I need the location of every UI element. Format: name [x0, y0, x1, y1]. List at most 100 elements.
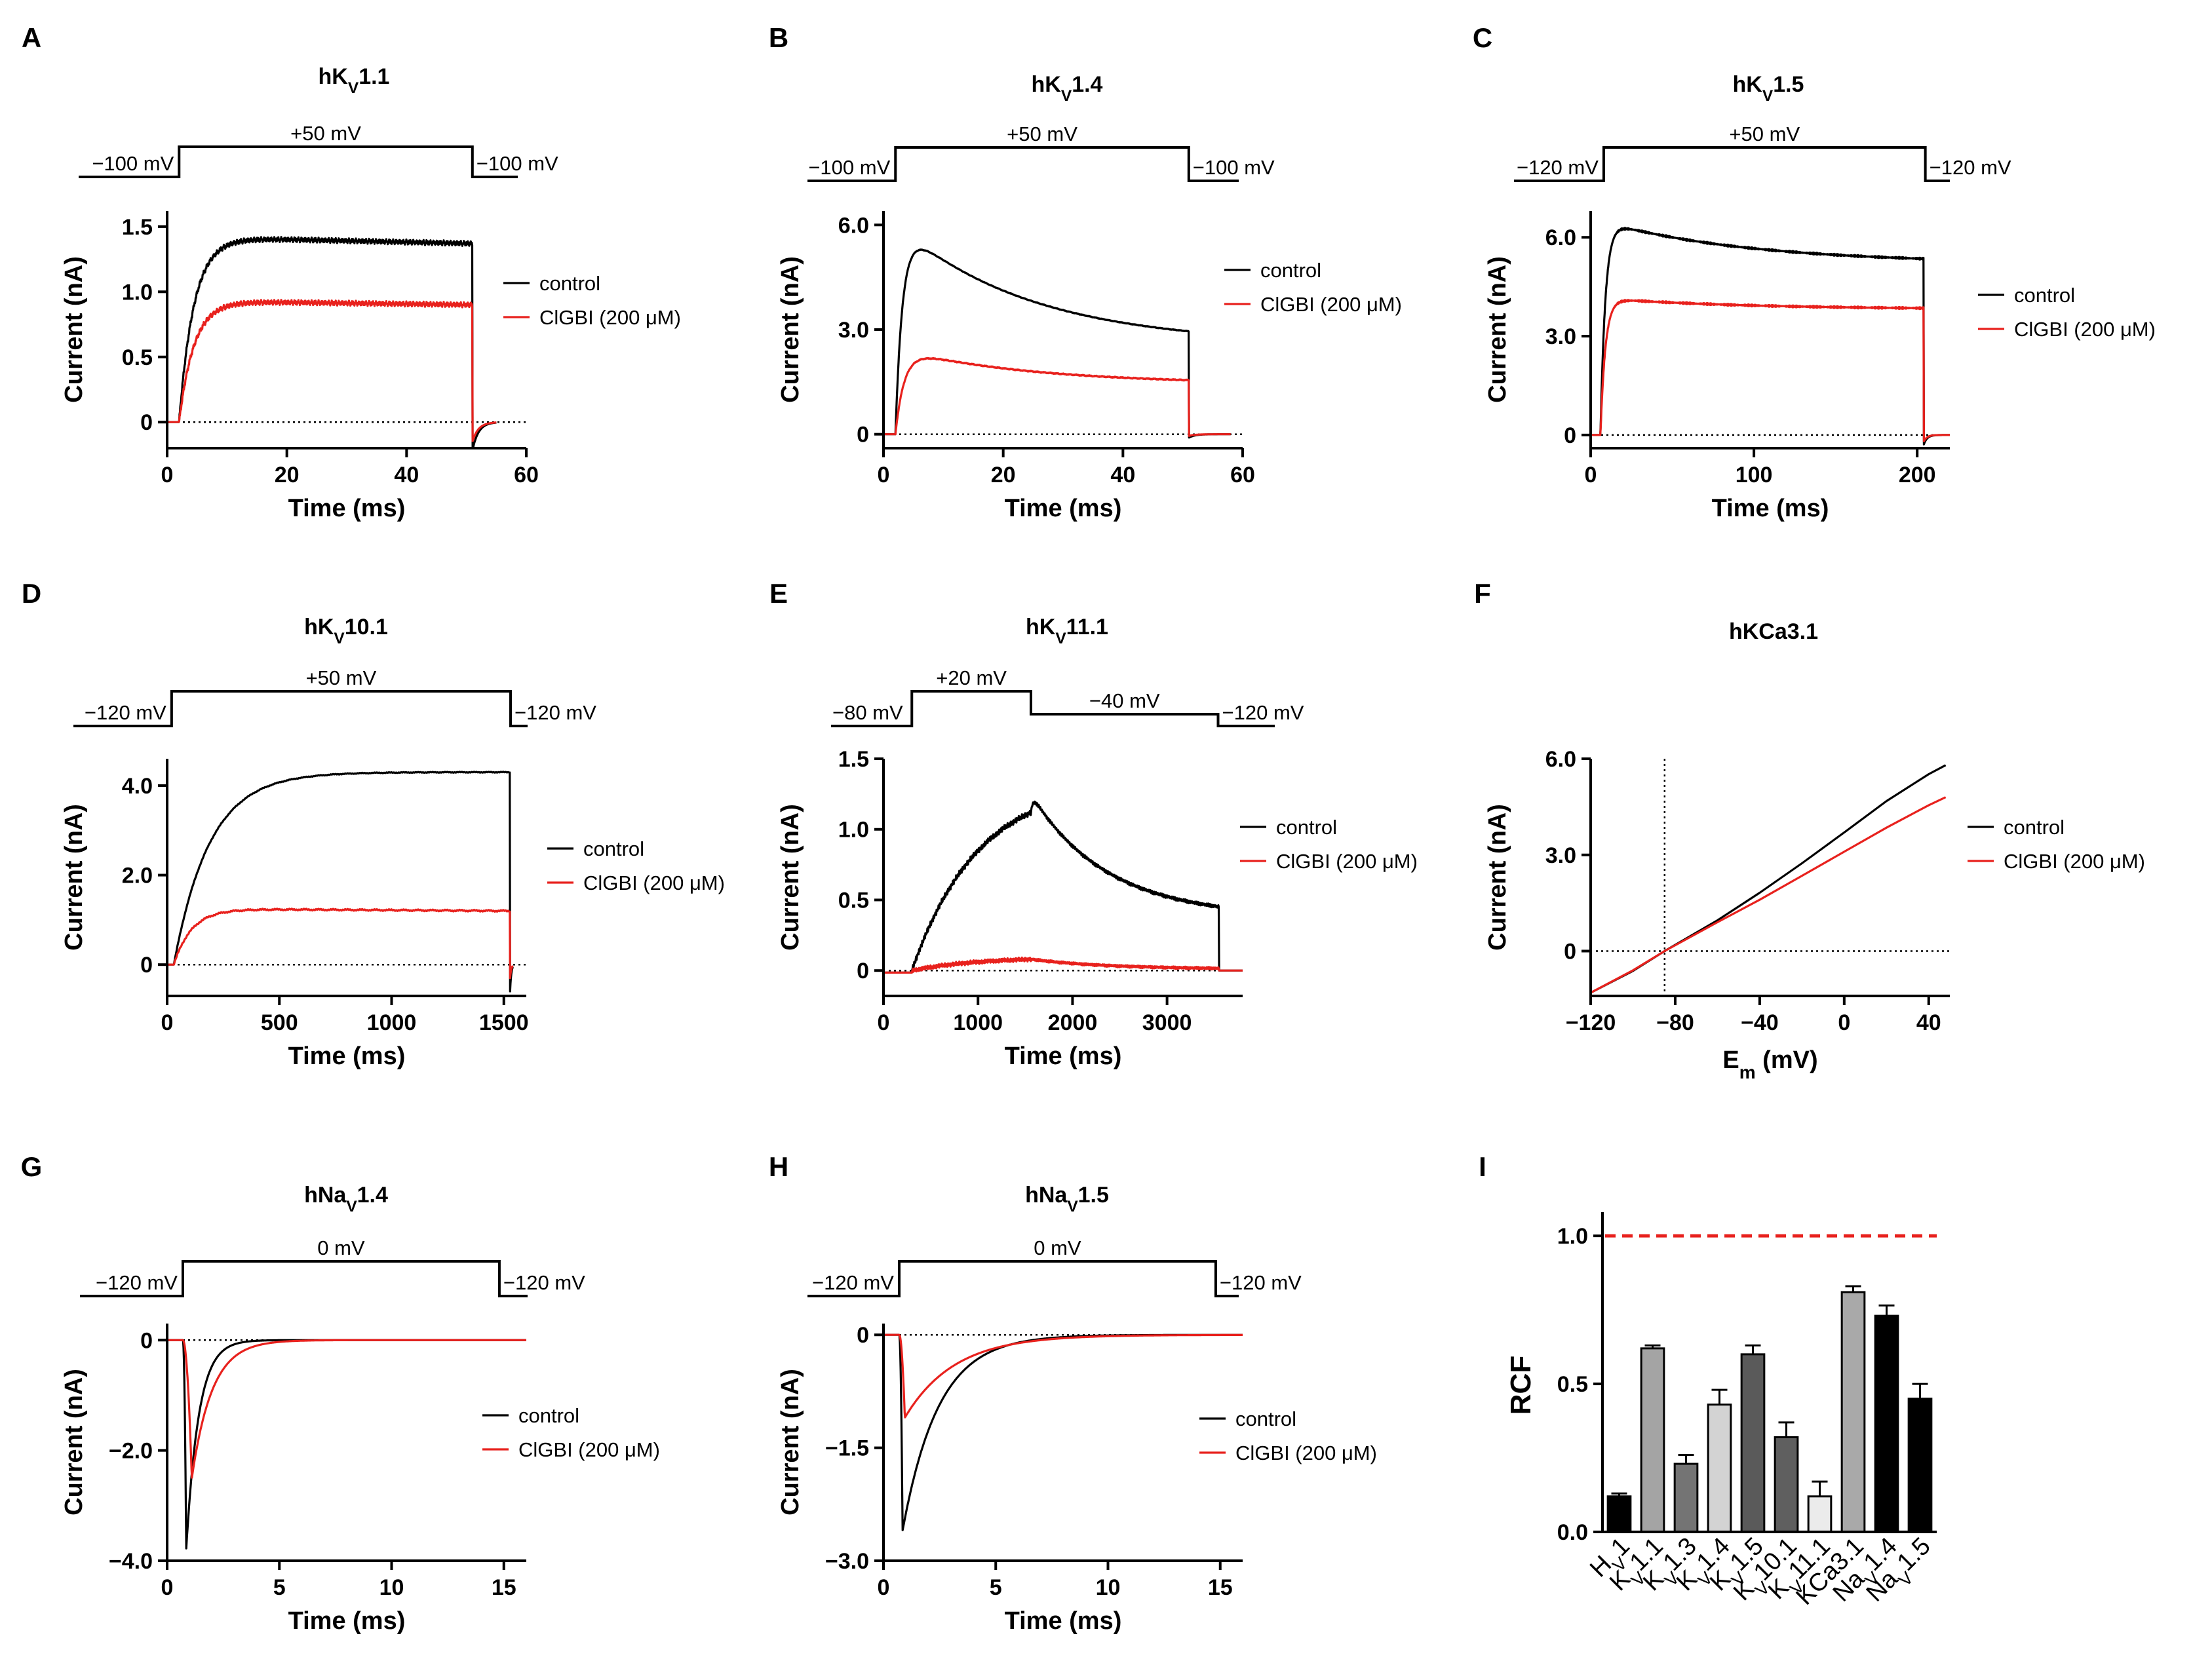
step-voltage-label: 0 mV: [317, 1236, 365, 1259]
tail-voltage-label: −120 mV: [514, 701, 596, 724]
x-axis-label: Time (ms): [288, 495, 406, 522]
panel-I: IHV1KV1.1KV1.3KV1.4KV1.5KV10.1KV11.1KCa3…: [1479, 1151, 1937, 1611]
step-voltage-label: +50 mV: [306, 666, 377, 689]
y-tick-label: 1.0: [838, 818, 869, 843]
x-tick-label: 0: [1585, 463, 1597, 487]
legend: control ClGBI (200 μM): [1968, 816, 2145, 873]
y-tick-label: −3.0: [825, 1549, 869, 1574]
x-tick-label: 5: [273, 1575, 286, 1600]
y-tick-label: 6.0: [838, 213, 869, 238]
bar: [1707, 1403, 1732, 1533]
y-tick-label: 3.0: [838, 318, 869, 343]
panel-letter: I: [1479, 1151, 1486, 1182]
legend: control ClGBI (200 μM): [1224, 259, 1402, 316]
legend-label: control: [2014, 284, 2075, 307]
y-axis-label: Current (nA): [777, 804, 804, 951]
voltage-protocol: −100 mV +50 mV −100 mV: [79, 122, 558, 178]
legend-label: control: [583, 837, 644, 860]
legend-label: ClGBI (200 μM): [1235, 1441, 1377, 1464]
x-tick-label: 15: [1208, 1575, 1233, 1600]
series-control-line: [166, 236, 497, 449]
legend: control ClGBI (200 μM): [1199, 1407, 1377, 1464]
legend-label: control: [1276, 816, 1337, 839]
y-tick-label: 0: [1564, 940, 1576, 964]
hold-voltage-label: −80 mV: [832, 701, 903, 724]
hold-voltage-label: −100 mV: [92, 152, 174, 175]
hold-voltage-label: −120 mV: [1517, 156, 1599, 179]
legend: control ClGBI (200 μM): [1240, 816, 1418, 873]
voltage-protocol: −120 mV 0 mV −120 mV: [80, 1236, 585, 1297]
step-voltage-label: +50 mV: [290, 122, 361, 145]
legend-label: ClGBI (200 μM): [1260, 293, 1402, 316]
series-clgbi-line: [166, 299, 497, 442]
x-tick-label: 10: [1096, 1575, 1121, 1600]
y-tick-label: 1.5: [838, 747, 869, 772]
panel-title: hKV10.1: [304, 615, 388, 647]
tail-voltage-label: −120 mV: [503, 1271, 585, 1294]
y-axis-label: Current (nA): [1484, 804, 1511, 951]
legend: control ClGBI (200 μM): [547, 837, 725, 894]
series-clgbi-line: [883, 956, 1243, 974]
panel-letter: G: [21, 1151, 43, 1182]
legend-label: control: [2004, 816, 2065, 839]
legend-label: ClGBI (200 μM): [583, 871, 725, 894]
x-tick-label: 1000: [367, 1010, 417, 1035]
tail-voltage-label: −120 mV: [1930, 156, 2011, 179]
tail-voltage-label: −120 mV: [1222, 701, 1304, 724]
x-tick-label: 500: [261, 1010, 298, 1035]
y-tick-label: 0.5: [122, 345, 153, 370]
series-clgbi-line: [1590, 299, 1950, 442]
panel-title: hKV1.5: [1733, 72, 1804, 105]
y-tick-label: −1.5: [825, 1436, 869, 1461]
hold-voltage-label: −120 mV: [96, 1271, 178, 1294]
x-tick-label: 15: [492, 1575, 516, 1600]
y-tick-label: −2.0: [109, 1439, 153, 1464]
bar: [1606, 1495, 1632, 1533]
x-axis-label: Time (ms): [288, 1607, 406, 1635]
y-tick-label: 4.0: [122, 774, 153, 799]
x-tick-label: −40: [1741, 1010, 1779, 1035]
y-axis-label: Current (nA): [777, 256, 804, 403]
legend-label: control: [1235, 1407, 1296, 1430]
bar: [1907, 1398, 1933, 1533]
series-clgbi-line: [166, 907, 514, 980]
series-control-line: [1590, 227, 1950, 446]
protocol-trace: [807, 146, 1239, 182]
voltage-protocol: −120 mV 0 mV −120 mV: [807, 1236, 1302, 1297]
voltage-protocol: −120 mV +50 mV −120 mV: [1514, 123, 2011, 182]
y-tick-label: 1.5: [122, 215, 153, 240]
x-tick-label: 0: [1838, 1010, 1850, 1035]
step-voltage-label: 0 mV: [1034, 1236, 1081, 1259]
y-tick-label: 1.0: [122, 280, 153, 305]
y-tick-label: 0.0: [1557, 1520, 1588, 1545]
panel-title: hKCa3.1: [1729, 619, 1818, 644]
y-tick-label: 3.0: [1545, 324, 1576, 349]
x-tick-label: 0: [161, 463, 174, 487]
legend: control ClGBI (200 μM): [1978, 284, 2156, 341]
series-control-line: [883, 248, 1232, 439]
x-tick-label: −80: [1656, 1010, 1694, 1035]
y-axis-label: Current (nA): [1484, 256, 1511, 403]
voltage-protocol: −100 mV +50 mV −100 mV: [807, 123, 1275, 182]
x-tick-label: 0: [161, 1010, 174, 1035]
y-axis-label: Current (nA): [60, 804, 88, 951]
y-tick-label: 0: [140, 1328, 153, 1353]
bar: [1673, 1462, 1699, 1533]
voltage-protocol: −80 mV +20 mV −40 mV −120 mV: [831, 666, 1304, 727]
protocol-trace: [831, 690, 1275, 727]
hold-voltage-label: −120 mV: [812, 1271, 894, 1294]
y-tick-label: 1.0: [1557, 1224, 1588, 1249]
tail-voltage-label: −100 mV: [476, 152, 558, 175]
panel-title: hKV1.1: [319, 64, 390, 97]
series-control-line: [1590, 764, 1947, 994]
legend: control ClGBI (200 μM): [503, 272, 681, 329]
x-axis-label: Time (ms): [288, 1042, 406, 1070]
legend-label: ClGBI (200 μM): [2004, 850, 2145, 873]
